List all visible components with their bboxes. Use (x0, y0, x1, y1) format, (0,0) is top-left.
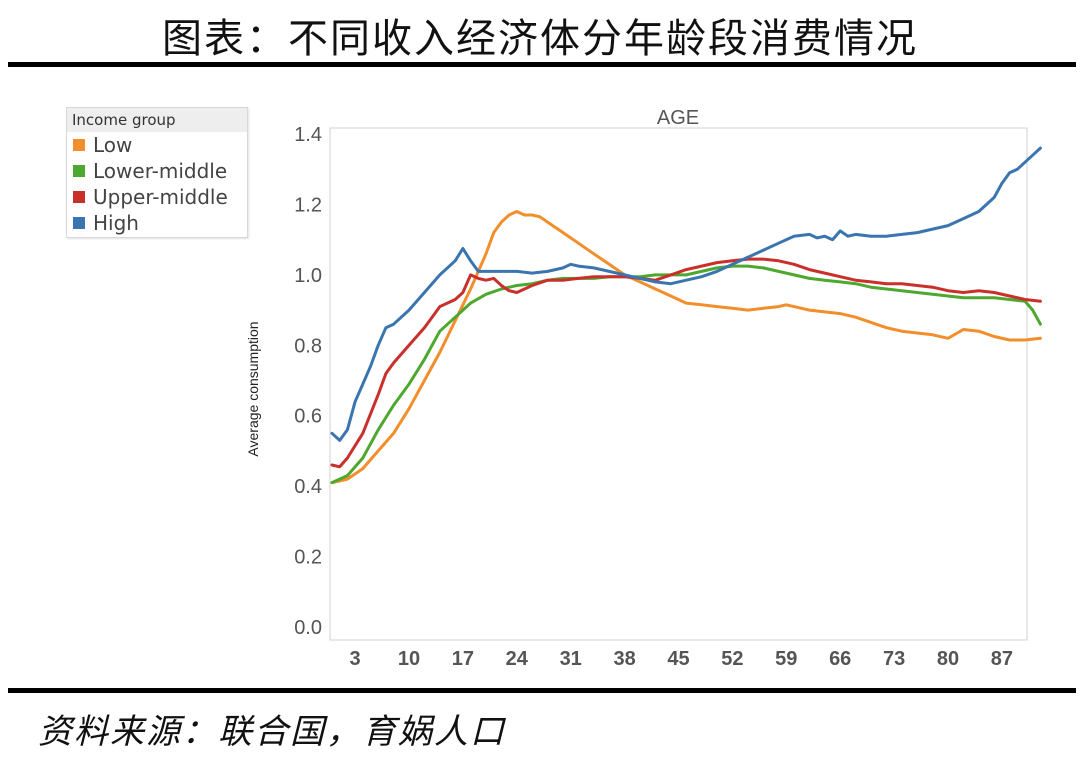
y-tick-label: 0.6 (294, 406, 322, 428)
y-tick-label: 0.0 (294, 617, 322, 639)
bottom-divider (8, 688, 1076, 693)
legend: Income group Low Lower-middle Upper-midd… (66, 107, 248, 238)
series-layer (330, 146, 1042, 485)
x-tick-label: 17 (452, 648, 474, 670)
y-tick-label: 1.0 (294, 265, 322, 287)
y-tick-label: 1.2 (294, 194, 322, 216)
page-title: 图表：不同收入经济体分年龄段消费情况 (162, 16, 918, 62)
legend-swatch-high (73, 217, 85, 229)
legend-label-upper-middle: Upper-middle (93, 185, 228, 209)
y-tick-label: 0.8 (294, 335, 322, 357)
x-tick-label: 24 (506, 648, 529, 670)
series-line-upper-middle (330, 257, 1042, 469)
x-tick-label: 3 (350, 648, 361, 670)
legend-swatch-low (73, 139, 85, 151)
plot-area (329, 127, 1028, 641)
series-line-low (330, 210, 1042, 485)
series-line-high (330, 146, 1042, 442)
x-tick-label: 45 (667, 648, 689, 670)
legend-label-high: High (93, 211, 139, 235)
legend-label-lower-middle: Lower-middle (93, 159, 228, 183)
x-tick-label: 10 (398, 648, 420, 670)
x-tick-label: 38 (613, 648, 635, 670)
x-tick-label: 52 (721, 648, 743, 670)
legend-label-low: Low (93, 133, 133, 157)
y-tick-label: 0.4 (294, 476, 322, 498)
x-tick-label: 73 (883, 648, 905, 670)
x-tick-label: 31 (560, 648, 582, 670)
legend-item-high[interactable]: High (67, 210, 247, 236)
x-tick-label: 59 (775, 648, 797, 670)
x-tick-label: 80 (937, 648, 959, 670)
x-tick-label: 66 (829, 648, 851, 670)
legend-item-lower-middle[interactable]: Lower-middle (67, 158, 247, 184)
x-tick-label: 87 (991, 648, 1013, 670)
y-axis: 0.0 0.2 0.4 0.6 0.8 1.0 1.2 1.4 (294, 124, 322, 639)
y-axis-label: Average consumption (245, 321, 261, 456)
legend-item-upper-middle[interactable]: Upper-middle (67, 184, 247, 210)
legend-title: Income group (67, 108, 247, 132)
chart-title: AGE (657, 107, 699, 129)
y-tick-label: 0.2 (294, 547, 322, 569)
legend-swatch-lower-middle (73, 165, 85, 177)
x-axis: 3 10 17 24 31 38 45 52 59 66 73 80 87 (350, 648, 1013, 670)
source-note: 资料来源：联合国，育娲人口 (38, 712, 506, 752)
top-divider (8, 62, 1076, 67)
y-tick-label: 1.4 (294, 124, 322, 146)
series-line-lower-middle (330, 264, 1042, 485)
legend-swatch-upper-middle (73, 191, 85, 203)
legend-item-low[interactable]: Low (67, 132, 247, 158)
